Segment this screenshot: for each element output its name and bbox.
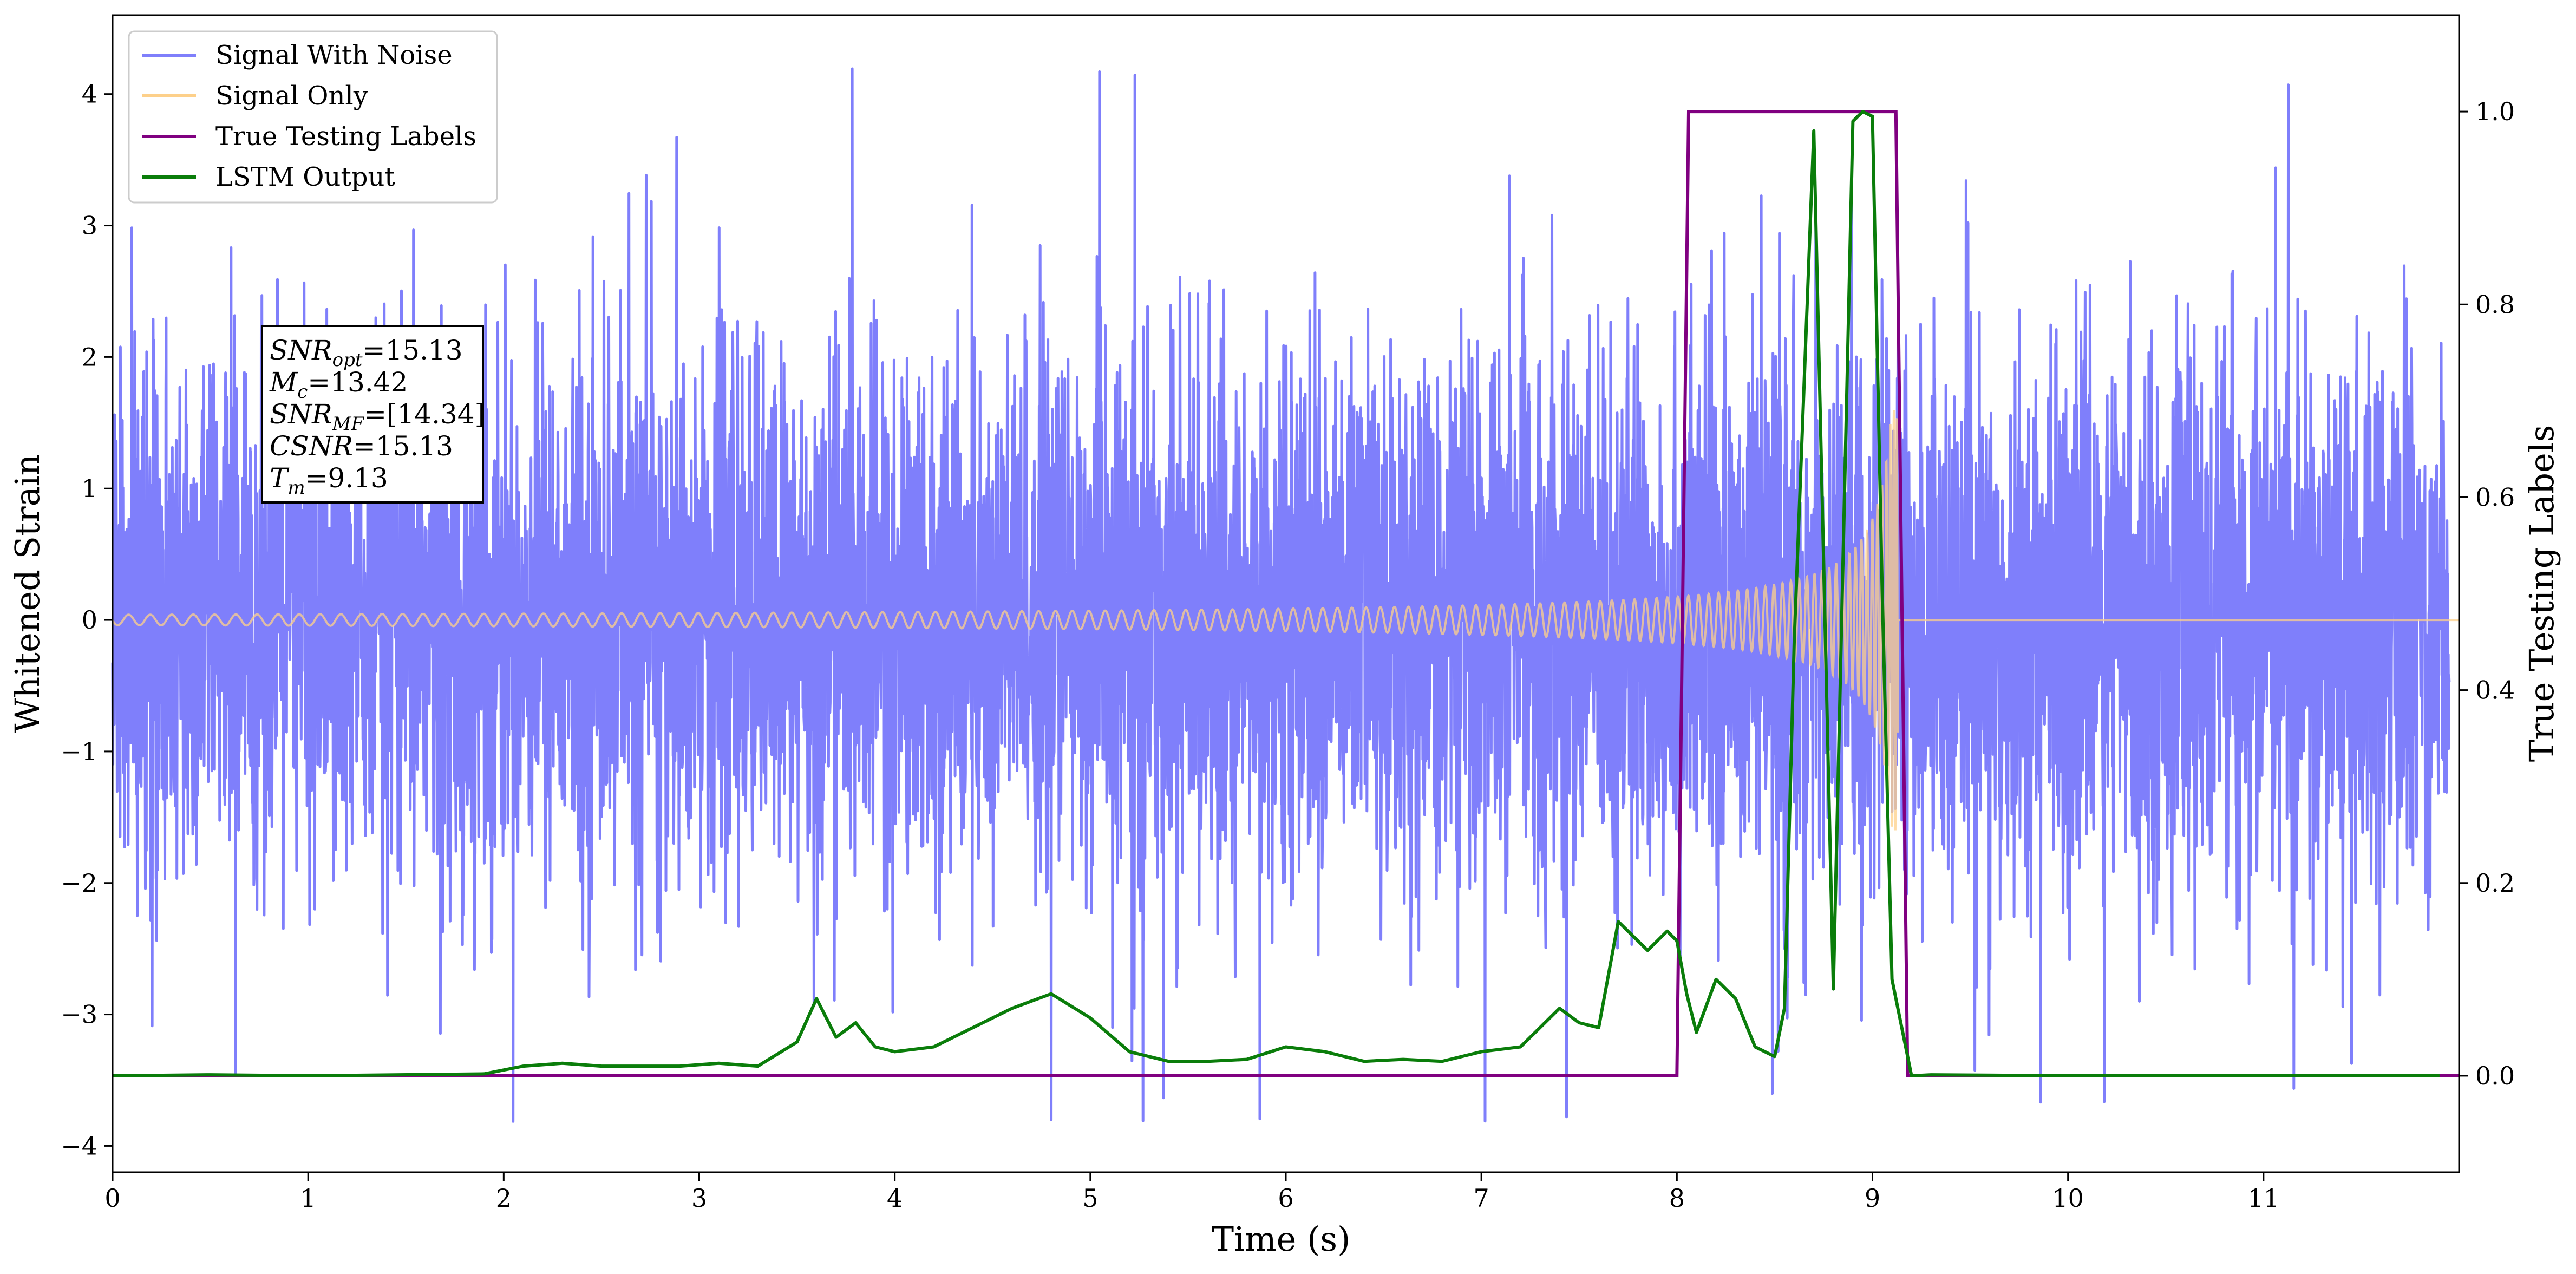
legend-label-signal-with-noise: Signal With Noise [215, 40, 453, 70]
legend-label-lstm-output: LSTM Output [215, 162, 395, 192]
y-tick-label: 0 [82, 605, 97, 635]
x-tick-label: 7 [1474, 1184, 1489, 1213]
y2-tick-label: 0.4 [2475, 676, 2515, 705]
x-tick-label: 2 [496, 1184, 512, 1213]
annotation-box: SNRopt=15.13 Mc=13.42 SNRMF=[14.34] CSNR… [261, 325, 485, 504]
signal-with-noise-line [111, 67, 2451, 1123]
x-tick-label: 6 [1278, 1184, 1293, 1213]
x-tick-label: 10 [2052, 1184, 2084, 1213]
y-axis-label: Whitened Strain [8, 454, 47, 733]
y2-tick-label: 0.8 [2475, 290, 2515, 319]
x-tick-label: 3 [691, 1184, 707, 1213]
legend: Signal With Noise Signal Only True Testi… [128, 30, 498, 204]
y-tick-label: 1 [82, 474, 97, 503]
y-tick-label: −2 [61, 868, 97, 898]
annotation-snr-opt: SNRopt=15.13 [270, 335, 463, 371]
y-tick-label: 4 [82, 80, 97, 109]
x-tick-label: 9 [1865, 1184, 1880, 1213]
annotation-tm: Tm=9.13 [270, 462, 388, 499]
y-tick-label: −3 [61, 1000, 97, 1029]
x-axis: 0 1 2 3 4 5 6 7 8 9 10 11 [104, 1172, 2279, 1213]
y-tick-label: 3 [82, 211, 97, 240]
lstm-output-line [112, 110, 2440, 1077]
legend-box [128, 30, 498, 204]
series-lstm-output [112, 110, 2440, 1077]
y-tick-label: 2 [82, 342, 97, 371]
x-tick-label: 4 [887, 1184, 903, 1213]
y-tick-label: −4 [61, 1131, 97, 1160]
legend-label-true-testing-labels: True Testing Labels [215, 121, 476, 152]
x-tick-label: 11 [2248, 1184, 2280, 1213]
y2-tick-label: 0.6 [2475, 482, 2515, 512]
annotation-snr-mf: SNRMF=[14.34] [270, 398, 485, 435]
y2-tick-label: 0.0 [2475, 1061, 2515, 1090]
y-tick-label: −1 [61, 737, 97, 766]
series-signal-only [112, 409, 2459, 831]
x-tick-label: 8 [1669, 1184, 1685, 1213]
y2-axis-label: True Testing Labels [2522, 425, 2561, 762]
x-tick-label: 1 [300, 1184, 316, 1213]
y-axis-left: −4 −3 −2 −1 0 1 2 3 4 [61, 80, 113, 1160]
annotation-mc: Mc=13.42 [269, 367, 408, 403]
x-axis-label: Time (s) [1212, 1219, 1351, 1259]
y2-tick-label: 0.2 [2475, 868, 2515, 898]
annotation-csnr: CSNR=15.13 [270, 430, 453, 462]
y-axis-right: 0.0 0.2 0.4 0.6 0.8 1.0 [2459, 97, 2515, 1090]
series-signal-with-noise [111, 67, 2451, 1123]
legend-label-signal-only: Signal Only [215, 81, 368, 111]
x-tick-label: 0 [104, 1184, 120, 1213]
y2-tick-label: 1.0 [2475, 97, 2515, 126]
annotation-frame [261, 325, 484, 504]
signal-only-line [112, 409, 2459, 831]
x-tick-label: 5 [1082, 1184, 1098, 1213]
